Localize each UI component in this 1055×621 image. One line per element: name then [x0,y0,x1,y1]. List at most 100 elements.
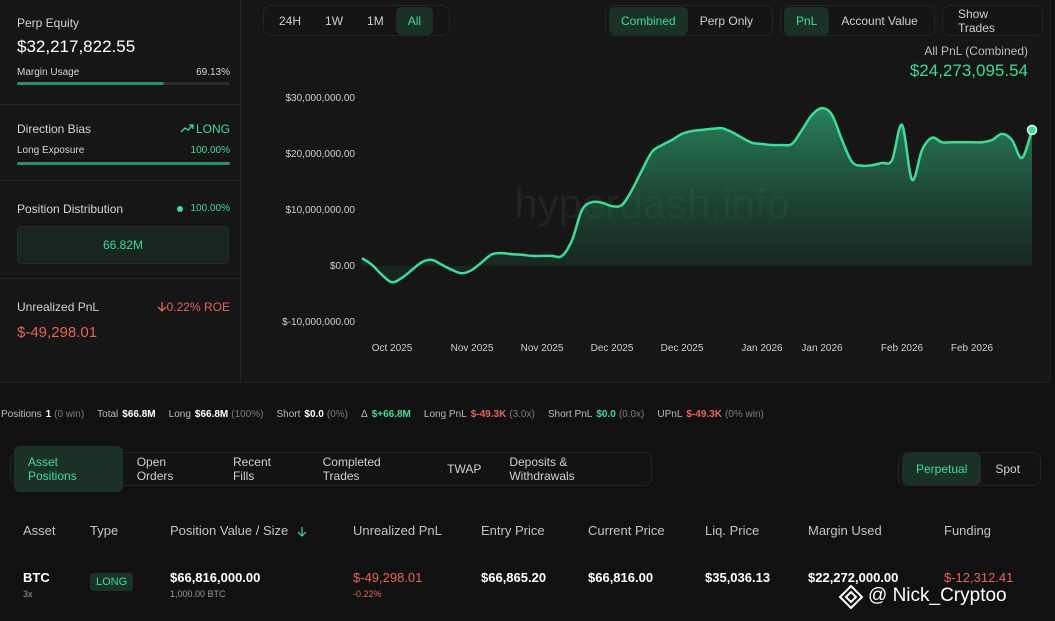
show-trades-group: Show Trades [942,5,1043,36]
stat: Positions 1 (0 win) [1,409,84,420]
stat: Short $0.0 (0%) [277,409,349,420]
cell-sub: 3x [23,589,33,599]
stat: UPnL $-49.3K (0% win) [657,409,764,420]
chart: All PnL (Combined) $24,273,095.54 hyperd… [282,44,1038,354]
cell-main: $66,865.20 [481,570,547,585]
cell: $-49,298.01 -0.22% [353,570,422,599]
stat-label: Positions [1,409,42,420]
x-tick-label: Nov 2025 [451,343,494,354]
column-header: Margin Used [808,523,882,538]
margin-usage-bar [17,82,165,85]
tab[interactable]: All [395,6,434,35]
long-exposure-bar [17,162,230,165]
show-trades[interactable]: Show Trades [958,6,995,35]
cell-main: $-49,298.01 [353,570,423,585]
stat: Long $66.8M (100%) [169,409,264,420]
column-header: Position Value / Size [170,523,289,538]
stat-note: (3.0x) [509,409,535,420]
tab[interactable]: 1M [367,13,384,28]
area [362,108,1032,283]
y-tick-label: $20,000,000.00 [285,149,355,160]
stat-label: Δ [361,409,368,420]
cell-main: $-12,312.41 [944,570,1014,585]
stat-label: Total [97,409,119,420]
cell: $-12,312.41 [944,570,1013,585]
cell-sub: 1,000.00 BTC [170,589,226,599]
unrealized-pnl-label: Unrealized PnL [17,300,100,314]
tab[interactable]: PnL [784,6,830,35]
y-tick-label: $-10,000,000.00 [282,317,355,328]
cell-main: $35,036.13 [705,570,771,585]
stat-value: 1 [45,409,52,420]
perp-equity: $32,217,822.55 [17,37,136,56]
column-header: Entry Price [481,523,545,538]
distribution-box: 66.82M [17,226,229,264]
stat-value: $66.8M [122,409,156,420]
unrealized-pnl: $-49,298.01 [17,324,98,341]
sort-icon [297,527,307,537]
stat-value: $-49.3K [686,409,722,420]
line [361,106,1034,284]
stats-bar: Positions 1 (0 win) Total $66.8M Long $66.8M (1… [1,409,764,420]
x-tick-label: Oct 2025 [372,343,413,354]
stat: Δ $+66.8M [361,409,411,420]
stat: Short PnL $0.0 (0.0x) [548,409,645,420]
direction-bias: LONG [195,122,230,136]
sidebar: Perp Equity $32,217,822.55 Margin Usage … [0,0,241,382]
tab[interactable]: Completed Trades [322,455,381,483]
stat-value: $+66.8M [371,409,411,420]
cell-main: BTC [23,570,50,585]
stat-value: $66.8M [194,409,229,420]
chart-title: All PnL (Combined) [924,44,1028,58]
down-icon [157,302,167,312]
tab[interactable]: Account Value [841,13,918,28]
cell-main: LONG [90,573,134,591]
direction-bias-label: Direction Bias [17,122,92,136]
column-header: Asset [23,523,56,538]
trend-icon [180,124,194,133]
y-tick-label: $0.00 [330,261,355,272]
margin-usage-label: Margin Usage [17,67,80,78]
tab[interactable]: TWAP [447,462,482,476]
stat-label: Short [276,409,301,420]
tab[interactable]: Deposits & Withdrawals [509,455,575,483]
y-tick-label: $10,000,000.00 [285,205,355,216]
overview-panel: Perp Equity $32,217,822.55 Margin Usage … [0,0,1051,383]
divider [0,104,240,105]
stat-label: Short PnL [547,409,593,420]
stat-label: Long PnL [423,409,467,420]
column-header: Liq. Price [705,523,760,538]
watermark: @ Nick_Cryptoo [868,585,1007,606]
end-marker [1026,124,1038,136]
position-tabs: Asset Positions Open Orders Recent Fills Co… [10,446,652,492]
stat: Total $66.8M [97,409,155,420]
tab[interactable]: Open Orders [136,455,174,483]
cell: $35,036.13 [705,570,770,585]
tab[interactable]: Asset Positions [14,446,123,492]
stat-note: (0 win) [54,409,85,420]
tab[interactable]: 1W [325,13,344,28]
cell-sub: -0.22% [353,589,382,599]
roe: 0.22% ROE [166,300,230,314]
cell-main: $66,816,000.00 [170,570,261,585]
stat-note: (100%) [231,409,264,420]
x-tick-label: Dec 2025 [591,343,634,354]
margin-usage-value: 69.13% [196,67,230,78]
tab[interactable]: Perp Only [699,13,754,28]
position-distribution: 100.00% [190,203,230,214]
stat: Long PnL $-49.3K (3.0x) [424,409,535,420]
stat-note: (0% win) [724,409,764,420]
cell-main: $66,816.00 [588,570,654,585]
column-header: Funding [944,523,991,538]
tab[interactable]: 24H [279,13,302,28]
cell: LONG [90,570,134,591]
range-tabs: 24H 1W 1M All [263,5,450,36]
tab[interactable]: Perpetual [902,453,982,485]
tab[interactable]: Spot [995,462,1021,476]
tab[interactable]: Recent Fills [232,455,271,483]
position-distribution-total: 66.82M [102,238,144,252]
stat-value: $-49.3K [470,409,507,420]
x-tick-label: Nov 2025 [521,343,564,354]
x-tick-label: Jan 2026 [801,343,843,354]
tab[interactable]: Combined [609,6,688,35]
